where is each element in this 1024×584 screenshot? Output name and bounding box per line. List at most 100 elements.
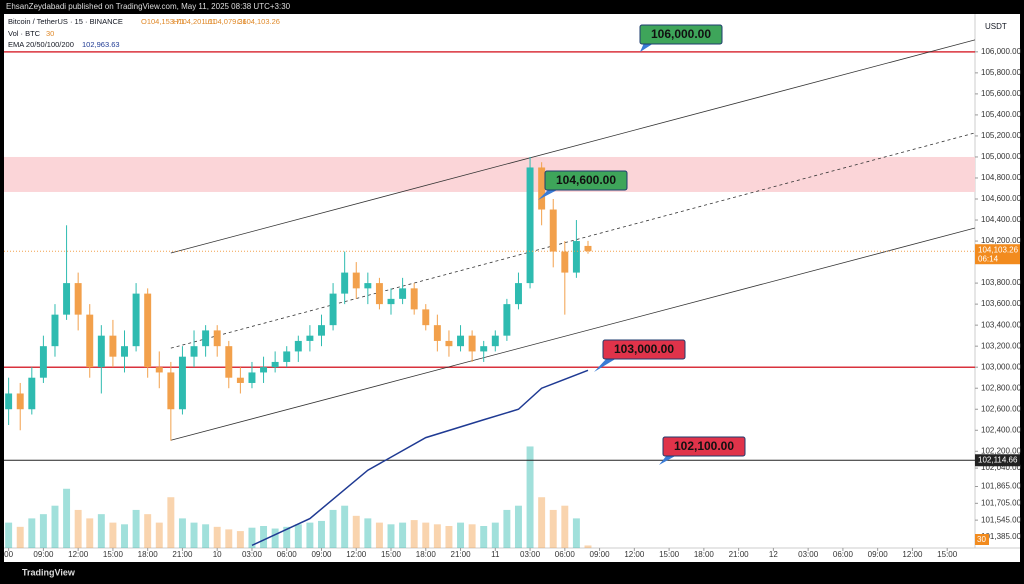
callout-label: 106,000.00 xyxy=(651,27,711,41)
countdown: 06:14 xyxy=(978,254,999,263)
volume-bar xyxy=(514,505,522,548)
x-tick-label: 09:00 xyxy=(868,550,889,559)
level-tag xyxy=(975,454,1020,467)
candle-body xyxy=(352,272,360,289)
candle-body xyxy=(190,346,198,357)
volume-bar xyxy=(318,520,325,548)
y-tick-label: 102,200.00 xyxy=(981,446,1022,455)
volume-bar xyxy=(213,526,221,548)
volume-bar xyxy=(549,509,557,548)
volume-bar xyxy=(109,522,117,548)
volume-bar xyxy=(399,522,407,548)
volume-bar xyxy=(341,505,349,548)
candle-body xyxy=(480,346,488,352)
callout-pointer xyxy=(640,43,654,52)
plot xyxy=(4,39,975,548)
volume-bar xyxy=(121,524,128,548)
volume-bar xyxy=(584,545,592,548)
volume-bar xyxy=(387,524,395,548)
callout-box xyxy=(602,339,686,360)
volume-bar xyxy=(433,524,441,548)
candle-body xyxy=(167,372,175,410)
y-tick-label: 102,040.00 xyxy=(981,463,1022,472)
candle-body xyxy=(74,283,82,315)
x-tick-label: 03:00 xyxy=(242,550,263,559)
last-price-label: 104,103.26 xyxy=(978,245,1019,254)
candle-body xyxy=(491,335,499,347)
vol-tag-label: 30 xyxy=(977,535,986,544)
x-tick-label: 10 xyxy=(213,550,222,559)
candle-body xyxy=(584,245,592,252)
volume-bar xyxy=(491,522,499,548)
x-tick-label: 03:00 xyxy=(798,550,819,559)
x-tick-label: 15:00 xyxy=(103,550,124,559)
candle-body xyxy=(86,314,94,368)
candle-body xyxy=(399,288,407,299)
candle-body xyxy=(375,283,383,305)
y-tick-label: 105,400.00 xyxy=(981,110,1022,119)
x-tick-label: 15:00 xyxy=(937,550,958,559)
x-tick-label: 06:00 xyxy=(833,550,854,559)
x-tick-label: 21:00 xyxy=(451,550,472,559)
volume-bar xyxy=(225,529,233,548)
candle-body xyxy=(294,340,302,352)
chart-bg xyxy=(4,14,1020,562)
volume-bar xyxy=(329,509,337,548)
candle-body xyxy=(144,293,152,368)
candle-body xyxy=(271,361,279,368)
brand: TradingView xyxy=(22,567,76,577)
volume-bar xyxy=(5,522,13,548)
volume-bar xyxy=(63,488,71,548)
x-tick-label: 06:00 xyxy=(277,550,298,559)
vol-legend: Vol · BTC xyxy=(8,29,41,38)
y-tick-label: 103,000.00 xyxy=(981,362,1022,371)
y-tick-label: 104,600.00 xyxy=(981,194,1022,203)
candle-body xyxy=(225,346,233,378)
x-tick-label: 18:00 xyxy=(138,550,159,559)
currency: USDT xyxy=(985,22,1007,31)
y-tick-label: 103,400.00 xyxy=(981,320,1022,329)
candle-body xyxy=(457,335,465,347)
candle-body xyxy=(121,346,128,357)
x-tick-label: 12:00 xyxy=(346,550,367,559)
y-tick-label: 105,800.00 xyxy=(981,68,1022,77)
symbol: Bitcoin / TetherUS · 15 · BINANCE xyxy=(8,17,123,26)
candle-body xyxy=(306,335,314,341)
y-tick-label: 103,800.00 xyxy=(981,278,1022,287)
volume-bar xyxy=(190,522,198,548)
candle-body xyxy=(341,272,349,294)
y-tick-label: 104,200.00 xyxy=(981,236,1022,245)
candle-body xyxy=(514,283,522,305)
ohlc: L104,079.36 xyxy=(205,17,247,26)
candle-body xyxy=(178,356,186,410)
x-tick-label: 12:00 xyxy=(68,550,89,559)
ohlc: H104,201.61 xyxy=(173,17,216,26)
candle-body xyxy=(526,167,534,284)
candle-body xyxy=(503,304,511,336)
callout-label: 104,600.00 xyxy=(556,173,616,187)
x-tick-label: 15:00 xyxy=(659,550,680,559)
y-tick-label: 105,000.00 xyxy=(981,152,1022,161)
x-tick-label: 00 xyxy=(4,550,13,559)
volume-bar xyxy=(97,514,105,548)
trendline xyxy=(170,39,975,254)
volume-bar xyxy=(480,526,488,548)
volume-bar xyxy=(236,531,244,548)
y-tick-label: 101,865.00 xyxy=(981,482,1022,491)
candle-body xyxy=(329,293,337,326)
x-tick-label: 18:00 xyxy=(694,550,715,559)
volume-bar xyxy=(51,505,59,548)
candle-body xyxy=(109,335,117,357)
candle-body xyxy=(549,209,557,252)
x-tick-label: 12:00 xyxy=(624,550,645,559)
volume-bar xyxy=(28,518,36,548)
callout-pointer xyxy=(594,358,617,372)
candle-body xyxy=(433,325,441,341)
candle-body xyxy=(202,330,210,347)
callout-box xyxy=(662,436,746,457)
candle-body xyxy=(538,167,546,210)
x-tick-label: 06:00 xyxy=(555,550,576,559)
volume-bar xyxy=(352,515,360,548)
ema-value: 102,963.63 xyxy=(82,40,120,49)
